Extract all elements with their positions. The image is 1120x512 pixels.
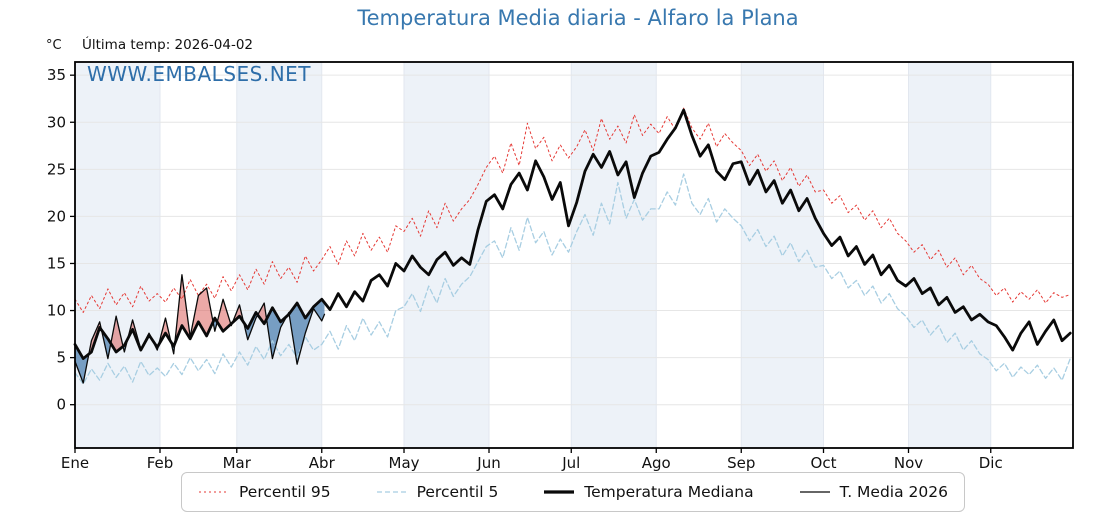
legend-item-percentil-95: Percentil 95 <box>198 483 331 501</box>
x-tick-label-mar: Mar <box>223 454 252 472</box>
y-tick-label: 5 <box>56 349 66 367</box>
deviation-fills <box>75 274 325 384</box>
axes: 0 5 10 15 20 25 30 35 Ene Feb Mar Abr May Jun Jul Ago Se… <box>47 61 1074 472</box>
x-tick-label-sep: Sep <box>727 454 755 472</box>
gridlines <box>75 62 1073 448</box>
y-axis-units-label: °C <box>46 38 62 53</box>
t-media-2026-line-swatch-icon <box>799 491 830 493</box>
x-tick-label-abr: Abr <box>309 454 336 472</box>
legend-item-temperatura-mediana: Temperatura Mediana <box>543 483 754 501</box>
legend-item-t-media-2026: T. Media 2026 <box>799 483 948 501</box>
y-tick-label: 35 <box>47 66 66 84</box>
x-tick-label-jul: Jul <box>561 454 580 472</box>
mediana-line-swatch-icon <box>544 490 575 494</box>
percentil-5-line-swatch-icon <box>376 491 407 493</box>
y-tick-label: 15 <box>47 254 66 272</box>
legend-label: Temperatura Mediana <box>584 483 754 501</box>
x-tick-label-nov: Nov <box>894 454 923 472</box>
legend-label: Percentil 5 <box>416 483 499 501</box>
y-tick-label: 0 <box>56 396 66 414</box>
x-tick-label-jun: Jun <box>476 454 500 472</box>
temperature-chart-page: { "title": "Temperatura Media diaria - A… <box>46 6 1074 512</box>
legend-item-percentil-5: Percentil 5 <box>376 483 499 501</box>
percentil-5-line <box>74 173 1071 385</box>
chart-canvas: 0 5 10 15 20 25 30 35 Ene Feb Mar Abr May Jun Jul Ago Se… <box>47 61 1074 472</box>
x-tick-label-dic: Dic <box>979 454 1003 472</box>
percentil-95-line-swatch-icon <box>199 491 229 493</box>
y-tick-label: 10 <box>47 302 66 320</box>
t-media-2026-line <box>74 274 326 384</box>
watermark: WWW.EMBALSES.NET <box>87 62 312 86</box>
page-title: Temperatura Media diaria - Alfaro la Pla… <box>357 6 799 30</box>
legend: Percentil 95 Percentil 5 Temperatura Media… <box>181 472 965 512</box>
y-tick-label: 30 <box>47 113 66 131</box>
x-tick-label-ago: Ago <box>642 454 671 472</box>
x-tick-label-oct: Oct <box>811 454 837 472</box>
x-tick-label-ene: Ene <box>61 454 89 472</box>
y-tick-label: 25 <box>47 160 66 178</box>
month-stripes <box>75 62 991 448</box>
legend-label: Percentil 95 <box>239 483 331 501</box>
y-tick-label: 20 <box>47 207 66 225</box>
legend-label: T. Media 2026 <box>839 483 948 501</box>
x-tick-label-feb: Feb <box>147 454 174 472</box>
last-temp-label: Última temp: 2026-04-02 <box>82 37 254 53</box>
percentil-95-line <box>74 107 1071 313</box>
x-tick-label-may: May <box>389 454 420 472</box>
mediana-line <box>73 108 1072 360</box>
